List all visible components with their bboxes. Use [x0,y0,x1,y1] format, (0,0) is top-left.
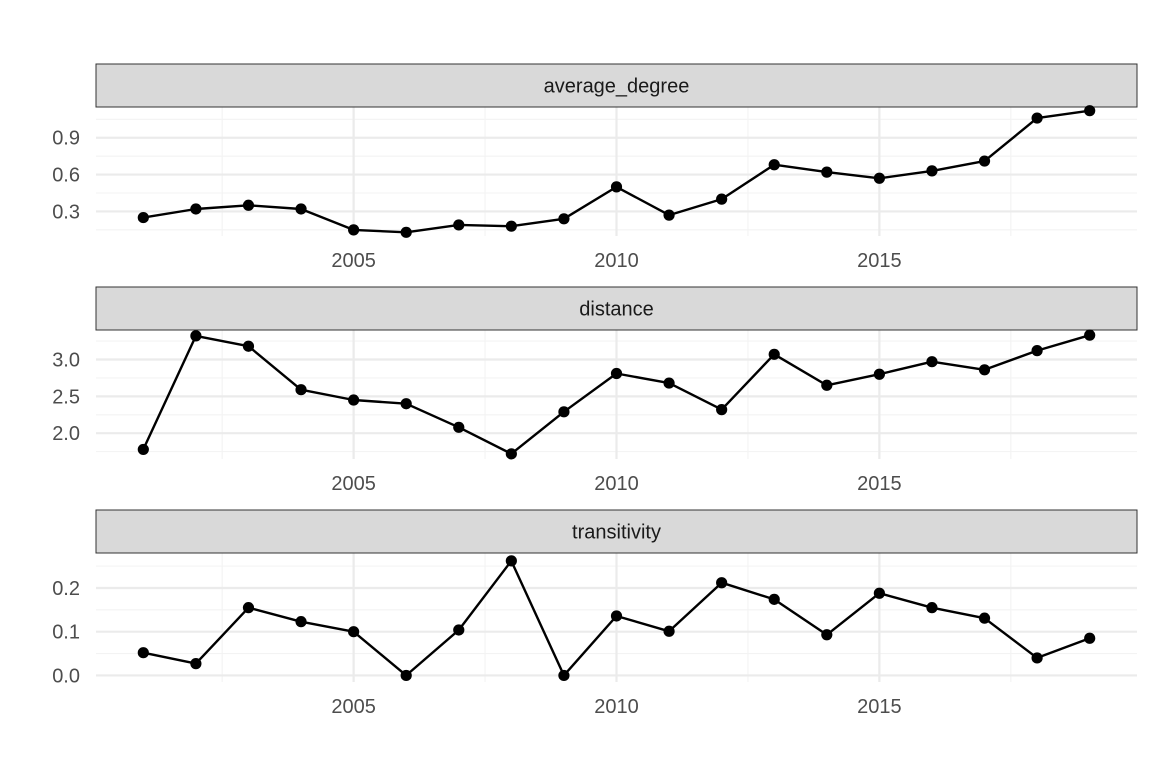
data-point [716,193,728,205]
data-point [1031,652,1043,664]
facet-strip [95,509,1138,554]
data-point [505,555,517,567]
x-tick-label: 2005 [331,250,376,272]
facet-strip-label: distance [579,299,654,321]
data-point [295,203,307,215]
data-point [400,398,412,410]
x-tick-label: 2010 [594,473,639,495]
data-point [978,155,991,167]
y-tick-label: 0.6 [52,165,80,187]
data-point [663,625,675,637]
x-tick-label: 2015 [857,696,902,718]
facet-strip [95,286,1138,331]
data-point [1031,112,1043,124]
data-point [453,421,465,433]
data-point [978,364,991,376]
data-point [1031,345,1043,357]
data-point [1084,329,1096,341]
facet-panel-transitivity: transitivity 0.0 0.1 0.2 2005 2010 2015 [52,509,1138,718]
x-tick-label: 2010 [594,696,639,718]
data-point [768,159,780,171]
data-point [190,203,202,215]
data-point [348,224,360,236]
data-point [926,165,938,177]
data-point [137,647,149,659]
data-point [137,211,149,224]
data-point [453,219,465,231]
data-point [558,669,570,682]
y-tick-label: 2.5 [52,386,80,408]
data-point [610,181,623,193]
data-point [821,379,833,391]
data-point [348,394,360,406]
x-tick-label: 2015 [857,473,902,495]
y-tick-label: 0.0 [52,665,80,687]
data-point [558,406,570,418]
data-point [663,209,675,221]
data-point [348,626,360,638]
data-point [190,330,202,342]
data-point [1084,105,1096,117]
facet-strip-label: transitivity [572,522,661,544]
facet-strip-label: average_degree [544,76,690,98]
data-point [663,377,675,389]
data-point [610,610,623,622]
data-point [400,226,412,238]
facet-panel-average-degree: average_degree 0.3 0.6 0.9 2005 2010 2015 [52,63,1138,272]
data-point [768,593,780,605]
data-point [242,199,255,211]
facet-strip [95,63,1138,108]
data-point [295,616,307,628]
y-tick-label: 0.9 [52,128,80,150]
data-point [873,368,885,380]
x-tick-label: 2015 [857,250,902,272]
data-point [716,577,728,589]
data-point [610,367,623,380]
data-point [137,443,149,456]
data-point [295,384,307,396]
data-point [242,602,255,614]
data-point [978,612,991,624]
data-point [821,629,833,641]
data-point [768,348,780,360]
data-point [558,213,570,225]
data-point [1084,632,1096,644]
data-point [505,220,517,232]
data-point [190,658,202,670]
data-point [453,624,465,636]
x-tick-label: 2010 [594,250,639,272]
data-point [873,587,885,599]
data-point [926,602,938,614]
y-tick-label: 0.3 [52,201,80,223]
data-point [926,356,938,368]
data-point [505,448,517,460]
y-tick-label: 3.0 [52,349,80,371]
y-tick-label: 0.1 [52,622,80,644]
data-point [873,172,885,184]
x-tick-label: 2005 [331,696,376,718]
y-tick-label: 2.0 [52,423,80,445]
y-tick-label: 0.2 [52,578,80,600]
data-point [716,404,728,416]
data-point [400,669,412,682]
data-point [821,166,833,178]
facet-panel-distance: distance 2.0 2.5 3.0 2005 2010 2015 [52,286,1138,495]
data-point [242,340,255,352]
x-tick-label: 2005 [331,473,376,495]
